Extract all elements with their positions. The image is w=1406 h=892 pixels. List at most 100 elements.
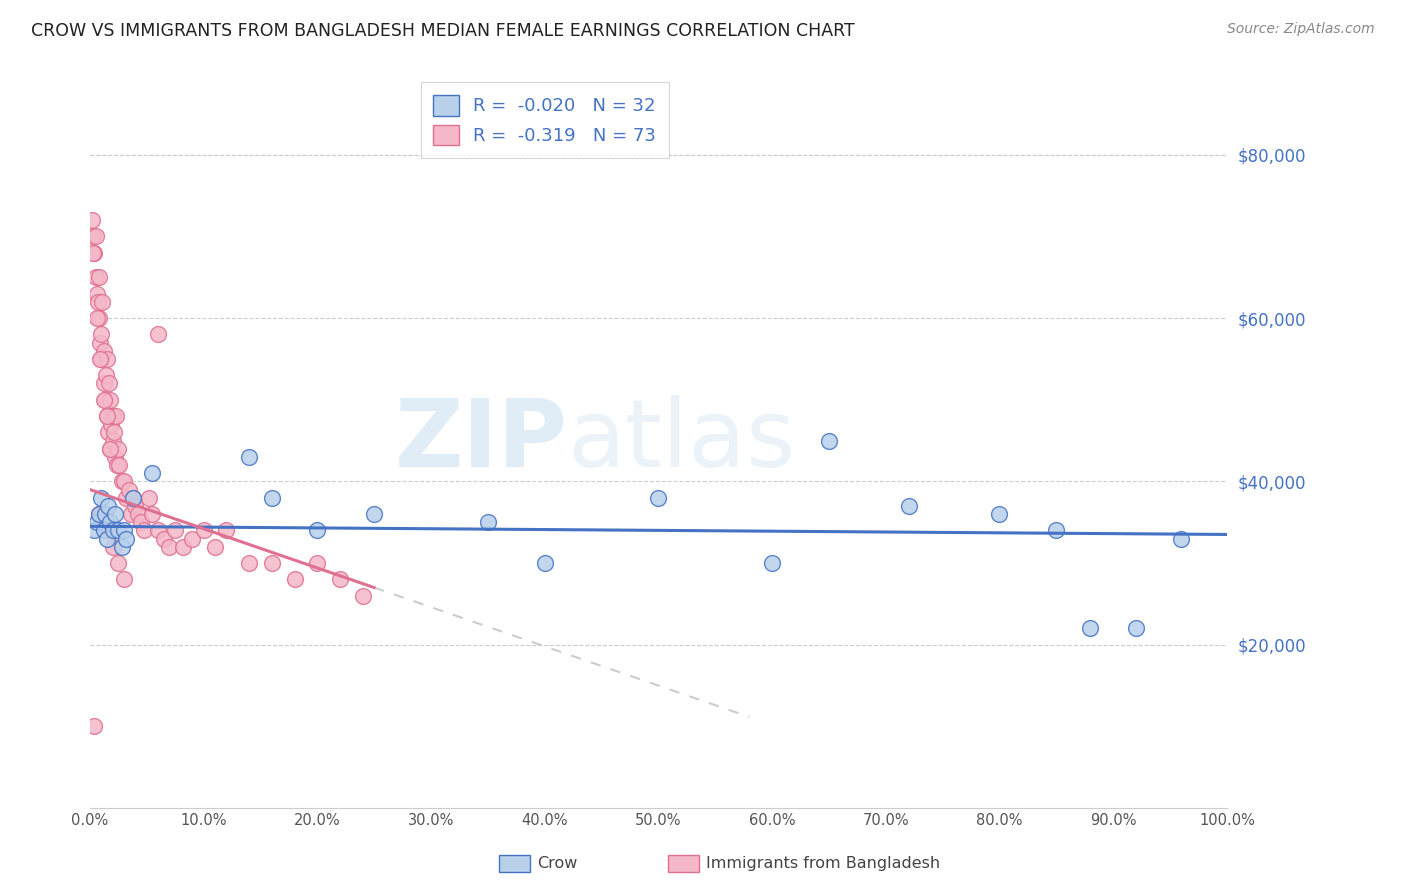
Text: Immigrants from Bangladesh: Immigrants from Bangladesh — [706, 856, 941, 871]
Point — [84, 229, 107, 244]
Point — [112, 573, 135, 587]
Point — [93, 392, 115, 407]
Point — [818, 434, 841, 448]
Point — [181, 532, 204, 546]
Point — [111, 475, 134, 489]
Point — [101, 409, 124, 423]
Point — [97, 499, 120, 513]
Point — [238, 450, 260, 464]
Point — [96, 409, 118, 423]
Point — [94, 368, 117, 383]
Point — [204, 540, 226, 554]
Point — [89, 351, 111, 366]
Point — [96, 351, 118, 366]
Point — [115, 532, 138, 546]
Point — [141, 507, 163, 521]
Point — [90, 351, 112, 366]
Point — [120, 507, 142, 521]
Point — [93, 376, 115, 391]
Point — [93, 507, 115, 521]
Point — [100, 417, 122, 432]
Point — [122, 491, 145, 505]
Point — [86, 286, 108, 301]
Point — [87, 311, 110, 326]
Point — [96, 409, 118, 423]
Point — [93, 392, 115, 407]
Point — [90, 491, 112, 505]
Point — [98, 442, 121, 456]
Point — [988, 507, 1011, 521]
Point — [108, 458, 131, 472]
Point — [98, 392, 121, 407]
Point — [129, 515, 152, 529]
Point — [138, 491, 160, 505]
Point — [105, 409, 128, 423]
Point — [1170, 532, 1192, 546]
Point — [111, 540, 134, 554]
Point — [1125, 621, 1147, 635]
Point — [172, 540, 194, 554]
Text: Source: ZipAtlas.com: Source: ZipAtlas.com — [1227, 22, 1375, 37]
Point — [761, 556, 783, 570]
Point — [1045, 524, 1067, 538]
Point — [477, 515, 499, 529]
Point — [141, 466, 163, 480]
Point — [101, 540, 124, 554]
Point — [307, 556, 329, 570]
Point — [101, 434, 124, 448]
Point — [115, 491, 138, 505]
Point — [84, 270, 107, 285]
Point — [152, 532, 174, 546]
Point — [91, 294, 114, 309]
Point — [215, 524, 238, 538]
Point — [283, 573, 305, 587]
Point — [146, 327, 169, 342]
Point — [127, 507, 149, 521]
Point — [533, 556, 555, 570]
Point — [122, 491, 145, 505]
Point — [98, 442, 121, 456]
Point — [87, 294, 110, 309]
Point — [83, 524, 105, 538]
Point — [82, 245, 104, 260]
Point — [87, 507, 110, 521]
Text: ZIP: ZIP — [395, 394, 568, 486]
Point — [307, 524, 329, 538]
Point — [238, 556, 260, 570]
Point — [86, 311, 108, 326]
Point — [98, 376, 121, 391]
Text: atlas: atlas — [568, 394, 796, 486]
Point — [94, 524, 117, 538]
Legend: R =  -0.020   N = 32, R =  -0.319   N = 73: R = -0.020 N = 32, R = -0.319 N = 73 — [420, 82, 669, 158]
Point — [107, 556, 129, 570]
Point — [897, 499, 920, 513]
Point — [112, 475, 135, 489]
Point — [193, 524, 215, 538]
Point — [112, 524, 135, 538]
Point — [82, 213, 104, 227]
Point — [105, 458, 128, 472]
Text: CROW VS IMMIGRANTS FROM BANGLADESH MEDIAN FEMALE EARNINGS CORRELATION CHART: CROW VS IMMIGRANTS FROM BANGLADESH MEDIA… — [31, 22, 855, 40]
Point — [260, 491, 283, 505]
Point — [1080, 621, 1102, 635]
Point — [97, 425, 120, 440]
Point — [83, 719, 105, 733]
Point — [98, 515, 121, 529]
Point — [83, 245, 105, 260]
Point — [87, 507, 110, 521]
Point — [124, 499, 146, 513]
Point — [87, 270, 110, 285]
Point — [260, 556, 283, 570]
Point — [647, 491, 669, 505]
Point — [363, 507, 385, 521]
Point — [352, 589, 374, 603]
Point — [107, 442, 129, 456]
Point — [104, 450, 127, 464]
Point — [82, 229, 104, 244]
Point — [90, 327, 112, 342]
Point — [134, 524, 156, 538]
Point — [117, 483, 139, 497]
Point — [107, 524, 129, 538]
Text: Crow: Crow — [537, 856, 578, 871]
Point — [89, 335, 111, 350]
